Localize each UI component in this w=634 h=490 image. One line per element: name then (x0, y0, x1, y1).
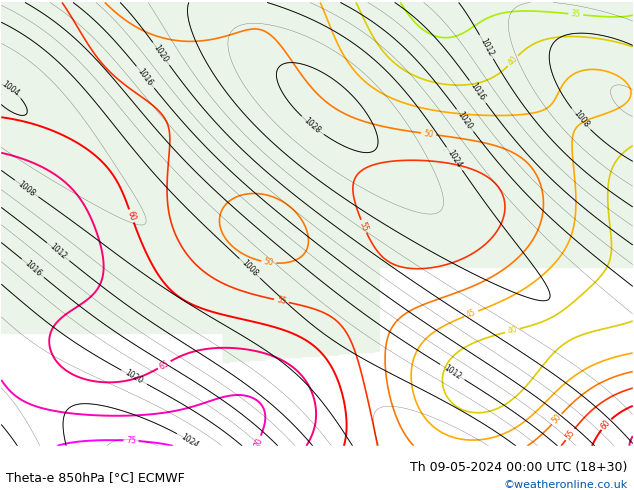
Text: 65: 65 (158, 358, 171, 371)
Text: 45: 45 (465, 308, 477, 320)
Text: 1024: 1024 (179, 432, 200, 450)
Text: 1008: 1008 (571, 109, 590, 130)
Text: 50: 50 (423, 129, 434, 139)
Text: 1020: 1020 (124, 368, 145, 386)
Text: 1012: 1012 (478, 36, 495, 57)
Text: 60: 60 (600, 417, 612, 431)
Text: 1024: 1024 (446, 148, 463, 169)
Text: 40: 40 (507, 54, 519, 68)
Text: 55: 55 (358, 220, 370, 232)
Text: 50: 50 (263, 257, 275, 268)
Text: 1004: 1004 (0, 79, 20, 98)
Text: 1012: 1012 (442, 363, 463, 381)
Text: Theta-e 850hPa [°C] ECMWF: Theta-e 850hPa [°C] ECMWF (6, 471, 185, 484)
Text: 1016: 1016 (469, 81, 487, 102)
Text: 1012: 1012 (48, 242, 68, 262)
Text: 35: 35 (571, 9, 581, 19)
Bar (1, 446, 633, 490)
Text: 55: 55 (564, 428, 576, 441)
Text: 1016: 1016 (23, 258, 43, 278)
Text: 1028: 1028 (302, 116, 323, 135)
Text: Th 09-05-2024 00:00 UTC (18+30): Th 09-05-2024 00:00 UTC (18+30) (410, 462, 628, 474)
Text: 1020: 1020 (456, 110, 474, 131)
Text: 70: 70 (252, 436, 264, 448)
Text: 60: 60 (126, 210, 137, 222)
Text: 1008: 1008 (240, 258, 260, 278)
Text: 75: 75 (126, 436, 136, 445)
Text: 1016: 1016 (136, 67, 155, 88)
Text: 1020: 1020 (152, 43, 170, 64)
Text: 40: 40 (507, 325, 519, 336)
Text: 1008: 1008 (16, 179, 37, 198)
Text: 55: 55 (276, 295, 287, 306)
Text: ©weatheronline.co.uk: ©weatheronline.co.uk (503, 480, 628, 490)
Text: 50: 50 (550, 413, 564, 426)
